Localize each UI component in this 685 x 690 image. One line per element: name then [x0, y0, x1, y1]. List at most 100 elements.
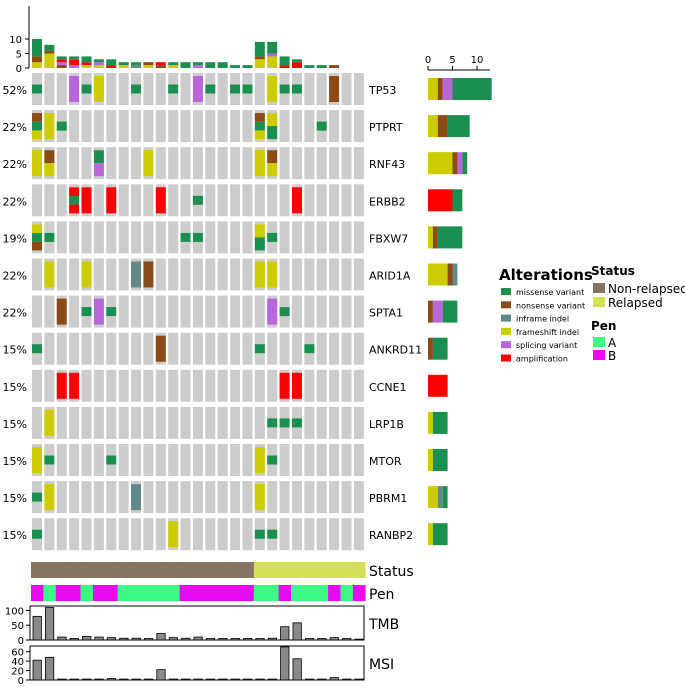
oncoprint-cell [217, 406, 228, 439]
oncoprint-cell [180, 147, 191, 180]
oncoprint-cell [106, 369, 117, 402]
oncoprint-cell [353, 110, 364, 143]
status-cell-non_relapsed [229, 562, 242, 578]
top-bar-segment-missense [131, 62, 142, 66]
legend-swatch-non_relapsed [593, 283, 605, 293]
tmb-bar [255, 638, 265, 641]
right-bar-segment-missense [442, 300, 458, 323]
oncoprint-cell [168, 221, 179, 254]
oncoprint-cell [242, 444, 253, 476]
oncoprint-cell [44, 73, 55, 105]
oncoprint-cell [329, 184, 340, 217]
top-bar-segment-missense [291, 59, 302, 63]
mutation-mark-splicing [69, 76, 80, 102]
oncoprint-cell [267, 369, 278, 402]
oncoprint-cell [118, 110, 129, 143]
mutation-mark-frameshift [267, 76, 278, 102]
mutation-mark-amplification [69, 187, 80, 196]
mutation-mark-missense [32, 84, 42, 94]
gene-percent-TP53: 52% [3, 84, 27, 97]
gene-percent-PTPRT: 22% [3, 121, 27, 134]
msi-bar [156, 669, 166, 681]
oncoprint-cell [217, 147, 228, 180]
top-bar-segment-missense [93, 59, 104, 63]
top-bar-segment-nonsense [44, 50, 55, 54]
right-bar-segment-missense [447, 115, 470, 138]
oncoprint-cell [230, 147, 241, 180]
oncoprint-cell [242, 332, 253, 365]
top-bar-segment-frameshift [267, 56, 278, 68]
mutation-mark-missense [56, 121, 67, 131]
top-bar-segment-amplification [279, 65, 290, 68]
top-bar-segment-amplification [81, 62, 92, 66]
oncoprint-cell [69, 332, 80, 365]
tmb-bar [181, 637, 191, 641]
tmb-bar [32, 615, 42, 641]
oncoprint-cell [180, 481, 191, 514]
msi-bar [354, 678, 364, 681]
right-bar-segment-missense [462, 152, 468, 175]
mutation-mark-splicing [93, 163, 104, 177]
tmb-bar [304, 638, 315, 641]
oncoprint-cell [329, 258, 340, 291]
right-bar-segment-frameshift [428, 486, 438, 509]
oncoprint-cell [168, 295, 179, 328]
legend-swatch-frameshift [501, 327, 511, 335]
mutation-mark-amplification [291, 187, 302, 214]
tmb-tick-label: 50 [11, 621, 24, 632]
mutation-mark-missense [291, 84, 302, 94]
top-bar-segment-missense [118, 62, 129, 66]
oncoprint-cell [81, 481, 92, 514]
mutation-mark-missense [32, 121, 42, 131]
pen-cell-B [229, 585, 242, 601]
gene-percent-LRP1B: 15% [3, 418, 27, 431]
oncoprint-cell [242, 147, 253, 180]
oncoprint-cell [230, 518, 241, 551]
msi-tick-label: 60 [11, 648, 24, 659]
oncoprint-cell [44, 518, 55, 551]
oncoprint-cell [329, 369, 340, 402]
mutation-mark-nonsense [56, 298, 67, 325]
pen-cell-B [328, 585, 341, 601]
oncoprint-cell [304, 258, 315, 291]
oncoprint-cell [267, 184, 278, 217]
oncoprint-cell [205, 518, 216, 551]
right-bar-segment-nonsense [428, 300, 433, 323]
oncoprint-cell [329, 518, 340, 551]
right-bar-segment-missense [432, 523, 448, 546]
oncoprint-cell [341, 295, 352, 328]
top-bar-segment-missense [304, 65, 315, 68]
oncoprint-cell [131, 295, 142, 328]
mutation-mark-missense [254, 121, 265, 131]
tmb-bar [354, 638, 364, 641]
right-bar-segment-frameshift [428, 411, 433, 434]
tmb-bar [218, 638, 228, 641]
legend-alterations-title: Alterations [499, 266, 593, 284]
oncoprint-cell [168, 332, 179, 365]
oncoprint-cell [329, 444, 340, 476]
right-bar-segment-inframe [437, 486, 443, 509]
status-cell-non_relapsed [105, 562, 118, 578]
oncoprint-cell [353, 332, 364, 365]
oncoprint-cell [143, 481, 154, 514]
msi-bar [342, 678, 352, 681]
mutation-mark-nonsense [329, 76, 340, 102]
right-bar-segment-frameshift [428, 226, 433, 249]
status-cell-relapsed [253, 562, 267, 578]
oncoprint-cell [254, 369, 265, 402]
top-bar-segment-missense [230, 65, 241, 68]
oncoprint-cell [155, 444, 166, 476]
oncoprint-cell [291, 147, 302, 180]
oncoprint-cell [106, 406, 117, 439]
mutation-mark-missense [254, 344, 265, 354]
oncoprint-cell [168, 184, 179, 217]
status-cell-non_relapsed [55, 562, 69, 578]
mutation-mark-splicing [93, 298, 104, 325]
oncoprint-cell [155, 295, 166, 328]
oncoprint-cell [217, 444, 228, 476]
msi-bar [280, 646, 290, 681]
mutation-mark-amplification [279, 372, 290, 399]
mutation-mark-missense [304, 344, 315, 354]
oncoprint-cell [168, 258, 179, 291]
legend-swatch-splicing [501, 341, 511, 349]
